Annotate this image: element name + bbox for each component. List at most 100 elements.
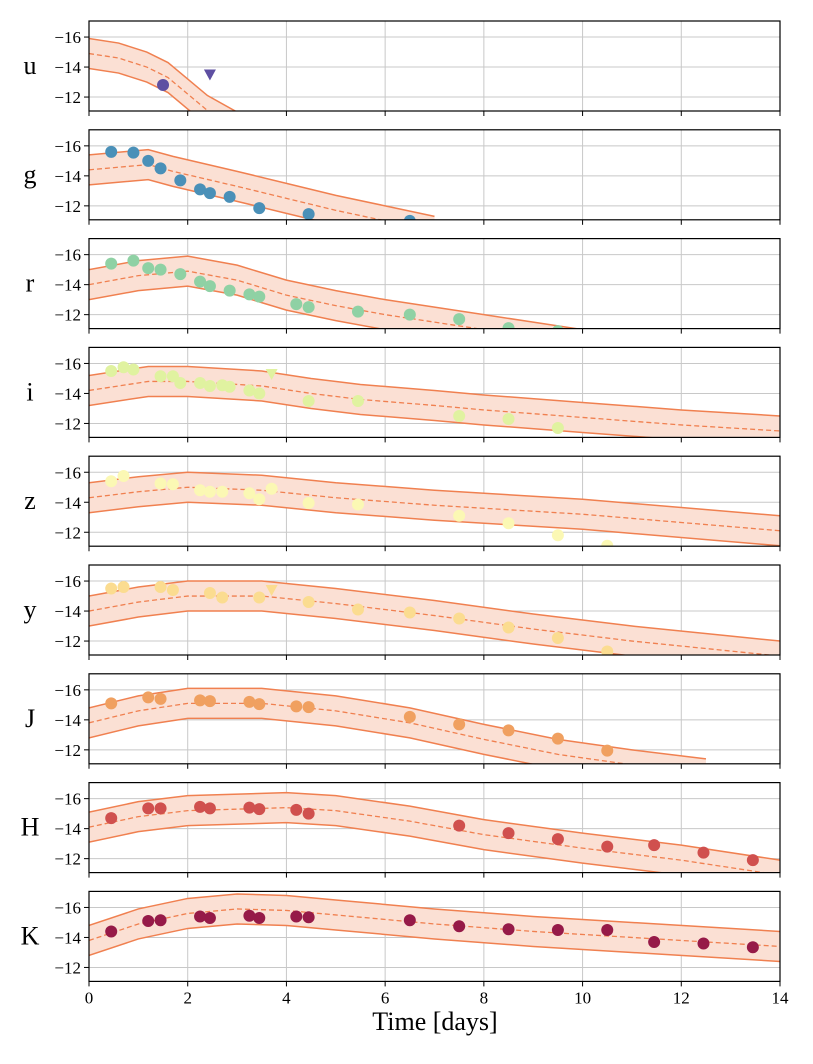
data-point [351, 603, 364, 616]
data-point [601, 923, 614, 936]
y-tick-label: −16 [54, 790, 81, 809]
data-point [302, 701, 315, 714]
panel-i: −16 −14 −12 i [26, 346, 781, 443]
data-point [453, 718, 466, 731]
model-upper-line [89, 893, 780, 933]
data-point [105, 697, 118, 710]
y-tick-label: −12 [54, 414, 81, 433]
panel-label: u [24, 51, 37, 80]
data-point [453, 313, 466, 326]
data-point [203, 187, 216, 200]
data-point [453, 509, 466, 522]
data-point [253, 290, 266, 303]
data-point [154, 162, 167, 175]
model-band [89, 688, 706, 764]
data-point [351, 498, 364, 511]
data-point [551, 833, 564, 846]
y-tick-label: −16 [54, 572, 81, 591]
model-band [89, 366, 780, 438]
data-point [746, 854, 759, 867]
data-point [502, 517, 515, 530]
model-upper-line [89, 255, 581, 329]
model-lower-line [89, 67, 192, 111]
y-tick-label: −16 [54, 354, 81, 373]
data-point [203, 485, 216, 498]
panel-g: −16 −14 −12 g [24, 129, 781, 225]
data-point [552, 325, 564, 329]
data-point [243, 288, 256, 301]
data-point [194, 800, 207, 813]
data-point [194, 183, 207, 196]
y-tick-label: −14 [54, 493, 81, 512]
panel-frame [88, 455, 781, 547]
x-tick-label: 4 [282, 988, 291, 1007]
data-point [601, 840, 614, 853]
data-point [243, 487, 256, 500]
y-tick-label: −12 [54, 88, 81, 107]
panel-H: −16 −14 −12 H [21, 781, 781, 878]
data-point [648, 839, 661, 852]
model-band [89, 893, 780, 962]
data-point [203, 695, 216, 708]
data-point [157, 79, 170, 92]
data-point [117, 361, 130, 374]
model-lower-line [89, 610, 630, 655]
data-point [243, 384, 256, 397]
panel-frame [88, 781, 781, 874]
data-point [194, 694, 207, 707]
data-point [502, 827, 515, 840]
data-point [154, 802, 167, 815]
data-point [697, 846, 710, 859]
data-point [142, 154, 155, 167]
model-upper-line [89, 791, 780, 861]
data-point [502, 322, 515, 329]
data-point [290, 910, 303, 923]
data-point [127, 254, 140, 267]
y-tick-label: −16 [54, 898, 81, 917]
data-point [551, 732, 564, 745]
x-tick-label: 0 [85, 988, 94, 1007]
data-point [453, 819, 466, 832]
data-point [105, 812, 118, 825]
model-median-line [89, 486, 780, 532]
data-point [166, 584, 179, 597]
data-point [174, 376, 187, 389]
data-point [105, 925, 118, 938]
data-point [117, 470, 130, 482]
data-point [194, 376, 207, 389]
data-point [105, 257, 118, 270]
data-point [154, 692, 167, 705]
model-median-line [89, 163, 384, 220]
upper-limit-marker [203, 69, 216, 81]
y-tick-label: −16 [54, 137, 81, 156]
data-point [601, 645, 614, 655]
y-tick-label: −12 [54, 197, 81, 216]
panel-frame [88, 346, 781, 438]
panel-label: i [26, 377, 33, 406]
data-point [253, 387, 266, 400]
panel-z: −16 −14 −12 z [24, 455, 781, 552]
data-point [223, 190, 236, 203]
data-point [154, 263, 167, 276]
x-tick-label: 10 [574, 988, 591, 1007]
model-lower-line [89, 501, 780, 547]
panel-frame [88, 129, 781, 221]
data-point [203, 280, 216, 293]
data-point [351, 394, 364, 407]
data-point [551, 923, 564, 936]
data-point [142, 691, 155, 704]
panel-J: −16 −14 −12 J [25, 673, 781, 769]
x-tick-label: 2 [183, 988, 192, 1007]
panel-label: g [24, 160, 37, 189]
data-point [302, 911, 315, 924]
y-tick-label: −12 [54, 306, 81, 325]
data-point [290, 700, 303, 713]
data-point [154, 581, 167, 594]
y-tick-label: −12 [54, 958, 81, 977]
x-tick-label: 14 [772, 988, 790, 1007]
model-band [89, 472, 780, 546]
data-point [302, 208, 315, 220]
data-point [154, 914, 167, 927]
data-point [105, 364, 118, 377]
x-tick-label: 8 [480, 988, 489, 1007]
